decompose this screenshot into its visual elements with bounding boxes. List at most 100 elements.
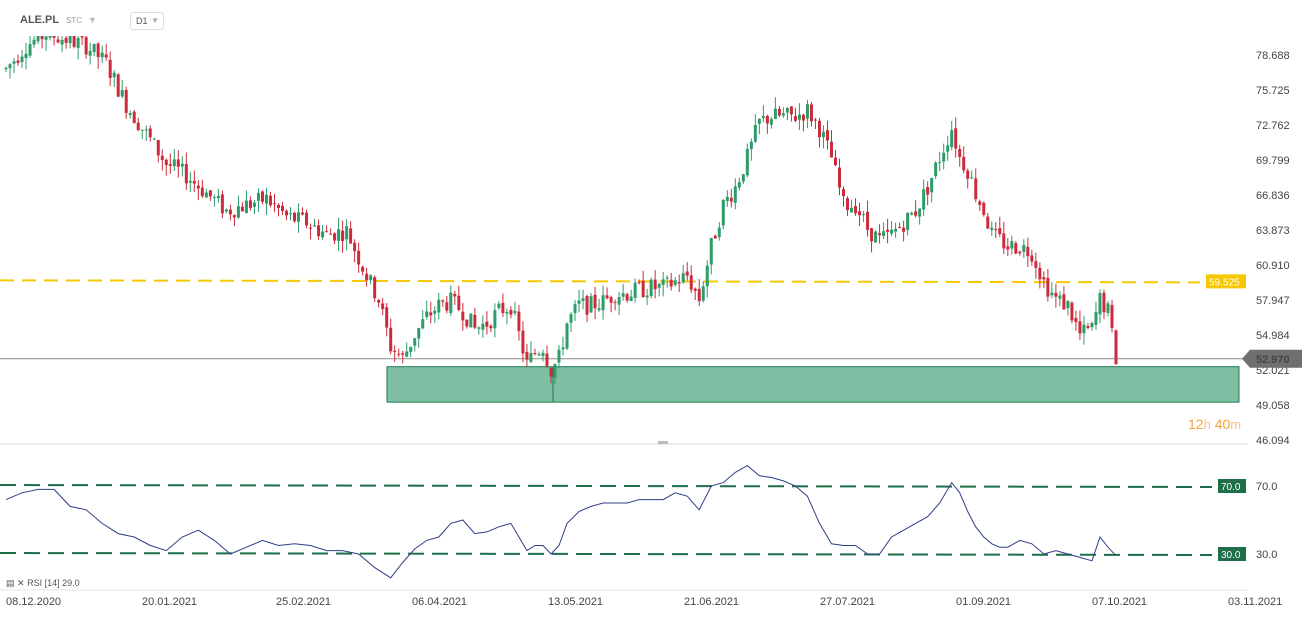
indicator-remove-icon[interactable]: ✕	[17, 578, 25, 588]
candle-body	[653, 279, 657, 290]
bear-candle	[108, 51, 112, 87]
bull-candle	[28, 36, 32, 58]
candle-body	[717, 227, 721, 238]
bull-candle	[561, 336, 565, 356]
bull-candle	[469, 313, 473, 328]
candle-body	[457, 295, 461, 310]
candle-body	[393, 350, 397, 352]
candle-body	[501, 302, 505, 314]
bull-candle	[24, 42, 28, 70]
candle-body	[52, 36, 56, 38]
candle-body	[665, 277, 669, 279]
candle-body	[272, 203, 276, 205]
rsi-indicator-label[interactable]: ▤ ✕ RSI [14] 29.0	[6, 578, 80, 589]
candle-body	[878, 233, 882, 236]
bull-candle	[862, 211, 866, 223]
bear-candle	[697, 279, 701, 307]
candle-body	[1066, 300, 1070, 309]
candle-body	[216, 195, 220, 199]
candle-body	[846, 198, 850, 211]
candle-body	[950, 130, 954, 148]
candle-body	[429, 312, 433, 316]
candle-body	[962, 156, 966, 171]
bull-candle	[589, 293, 593, 314]
symbol-label[interactable]: ALE.PL	[20, 14, 60, 26]
bear-candle	[176, 150, 180, 178]
bull-candle	[577, 289, 581, 313]
bear-candle	[517, 305, 521, 341]
bear-candle	[509, 306, 513, 319]
bull-candle	[216, 188, 220, 203]
candle-body	[409, 346, 413, 352]
indicator-settings-icon[interactable]: ▤	[6, 578, 15, 588]
bull-candle	[1098, 289, 1102, 324]
bear-candle	[16, 54, 20, 66]
bear-candle	[489, 324, 493, 333]
bull-candle	[753, 114, 757, 144]
bull-candle	[413, 337, 417, 352]
candle-body	[894, 228, 898, 232]
bull-candle	[152, 137, 156, 141]
candle-body	[236, 206, 240, 218]
bull-candle	[741, 173, 745, 185]
resistance-tag: 59.525	[1206, 274, 1246, 289]
candle-body	[525, 351, 529, 360]
candle-body	[1086, 326, 1090, 329]
symbol-chevron-down-icon[interactable]: ▼	[88, 15, 97, 25]
bull-candle	[938, 151, 942, 172]
bull-candle	[805, 99, 809, 129]
bear-candle	[485, 311, 489, 335]
candle-body	[405, 351, 409, 357]
candle-body	[305, 212, 309, 226]
candle-body	[84, 37, 88, 55]
bear-candle	[52, 36, 56, 46]
candle-body	[485, 321, 489, 327]
bear-candle	[605, 287, 609, 300]
bear-candle	[361, 265, 365, 276]
bull-candle	[68, 36, 72, 49]
candle-body	[609, 297, 613, 303]
bear-candle	[40, 36, 44, 49]
bull-candle	[1022, 239, 1026, 259]
countdown-minutes: 40	[1214, 416, 1231, 432]
bear-candle	[994, 222, 998, 239]
candle-body	[389, 327, 393, 352]
bear-candle	[301, 207, 305, 216]
bear-candle	[341, 220, 345, 253]
candle-body	[862, 214, 866, 216]
bull-candle	[645, 288, 649, 305]
candle-body	[297, 212, 301, 222]
candle-body	[605, 295, 609, 299]
candle-body	[413, 338, 417, 346]
bear-candle	[429, 301, 433, 324]
bull-candle	[180, 156, 184, 177]
bear-candle	[685, 262, 689, 281]
resistance-line	[0, 279, 1201, 284]
candle-body	[1006, 246, 1010, 250]
candle-body	[809, 104, 813, 122]
bear-candle	[613, 299, 617, 311]
price-axis-tick-1: 75.725	[1256, 85, 1290, 97]
candle-body	[641, 280, 645, 298]
bear-candle	[898, 222, 902, 229]
bull-candle	[918, 208, 922, 225]
candle-body	[184, 164, 188, 184]
candle-body	[1002, 233, 1006, 249]
bear-candle	[1026, 237, 1030, 268]
bull-candle	[565, 322, 569, 351]
bull-candle	[140, 129, 144, 140]
candle-body	[24, 53, 28, 59]
candle-body	[721, 200, 725, 226]
bull-candle	[252, 199, 256, 215]
timeframe-select[interactable]: D1 ▼	[130, 12, 164, 30]
bull-candle	[930, 177, 934, 203]
candle-body	[12, 61, 16, 64]
candle-body	[1102, 292, 1106, 313]
candle-body	[801, 114, 805, 121]
bear-candle	[777, 106, 781, 118]
bull-candle	[425, 300, 429, 320]
bear-candle	[389, 318, 393, 355]
candle-body	[112, 72, 116, 78]
bear-candle	[842, 186, 846, 207]
